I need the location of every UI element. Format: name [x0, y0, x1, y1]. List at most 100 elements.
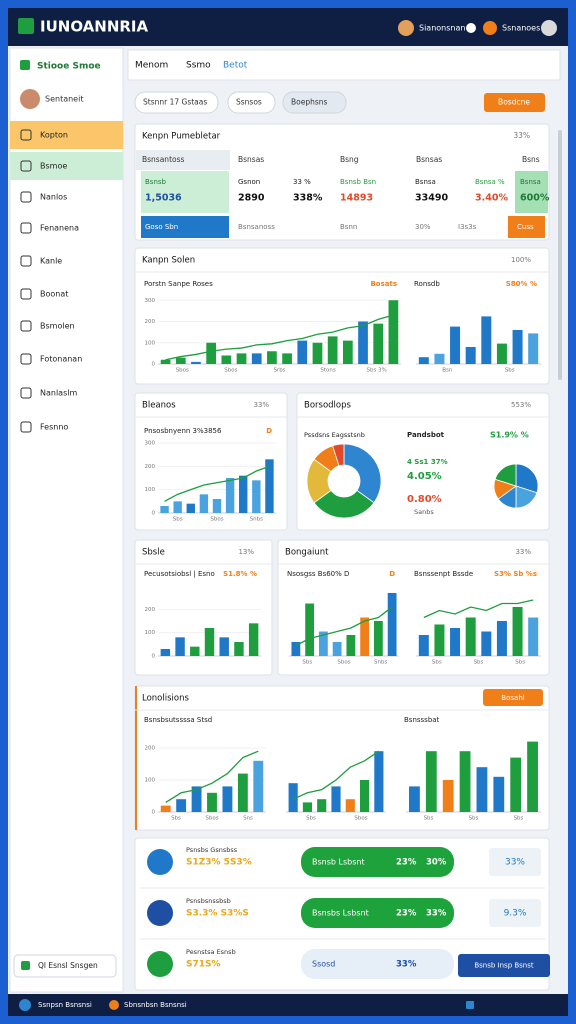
bar [425, 751, 437, 812]
tab[interactable]: Betot [223, 61, 248, 71]
bar [297, 340, 308, 364]
start-icon [19, 999, 31, 1011]
row-pill[interactable] [301, 847, 454, 877]
table-footer: Bsnsanoss [238, 223, 275, 231]
bar [225, 478, 235, 513]
taskbar-item: Sbnsnbsn Bsnsnsi [124, 1001, 187, 1009]
chart-title: Pecusotsiobsl | Esno [144, 570, 215, 578]
bar [190, 646, 200, 656]
tab[interactable]: Ssmo [186, 61, 211, 71]
table-footer: Goso Sbn [145, 223, 178, 231]
slice [494, 463, 517, 487]
account-icon [483, 21, 497, 35]
tray-icon [466, 1001, 474, 1009]
bar [442, 780, 454, 812]
x-tick-label: Sbs [171, 816, 181, 822]
action-button[interactable] [484, 93, 545, 112]
nav-item[interactable]: Fesnno [40, 423, 68, 432]
table-header: Bsns [522, 155, 540, 164]
nav-icon [20, 288, 32, 300]
row-right: 33% [505, 858, 525, 868]
row-title: Psnsbsnssbsb [186, 897, 231, 905]
chart-title: Pnsosbnyenn 3%3856 [144, 427, 222, 435]
stat: Sanbs [414, 508, 434, 516]
x-tick-label: Srbs [273, 368, 285, 374]
bar [388, 300, 399, 364]
stat: 0.80% [407, 494, 442, 505]
sidebar [9, 47, 124, 993]
pill-label: Ssosd [312, 960, 335, 969]
y-tick-label: 300 [145, 441, 156, 447]
cell-label: Gsnon [238, 178, 260, 186]
nav-item[interactable]: Kopton [40, 131, 68, 140]
bar [206, 342, 217, 364]
panel-title: Bongaiunt [285, 548, 329, 558]
nav-icon [20, 353, 32, 365]
cell-label: Bsnsb Bsn [340, 178, 376, 186]
y-tick-label: 300 [145, 298, 156, 304]
slice [332, 443, 345, 467]
bar [496, 343, 507, 364]
pill-value: 23% [396, 858, 417, 868]
bar [346, 635, 356, 656]
bar [160, 805, 171, 812]
stat: S1.9% % [490, 431, 529, 440]
bar [450, 326, 461, 364]
nav-item[interactable]: Nanlaslm [40, 389, 77, 398]
sidebar-footer[interactable] [13, 954, 117, 978]
bar [528, 333, 539, 364]
profile-avatar[interactable] [541, 20, 557, 36]
bar [236, 353, 247, 364]
bar [374, 751, 384, 812]
x-tick-label: Sbs [515, 660, 525, 666]
sidebar-footer-text: Ql Esnsl Snsgen [38, 961, 98, 970]
x-tick-label: Stons [320, 368, 335, 374]
row-pill[interactable] [301, 949, 454, 979]
bar [234, 642, 244, 656]
bar [248, 623, 259, 656]
nav-item[interactable]: Boonat [40, 290, 68, 299]
cell-label: 33 % [293, 178, 311, 186]
trend-line [165, 314, 394, 361]
pill-value: 23% [396, 909, 417, 919]
brand: Stiooe Smoe [37, 62, 101, 72]
bar [305, 603, 315, 656]
bar [175, 357, 186, 364]
tab[interactable]: Menom [135, 61, 168, 71]
cell-label: Bsnsa [415, 178, 436, 186]
filter-pill[interactable] [282, 91, 347, 114]
row-button[interactable] [458, 954, 550, 977]
nav-item[interactable]: Fotonanan [40, 355, 82, 364]
table-footer: 30% [415, 223, 431, 231]
row-pill[interactable] [301, 898, 454, 928]
account-name: Ssnanoes [502, 24, 540, 33]
sidebar-user: Sentaneit [45, 95, 83, 104]
stat: Pandsbot [407, 431, 445, 439]
nav-item[interactable]: Bsmoe [40, 162, 67, 171]
bar [160, 506, 169, 513]
nav-item[interactable]: Bsmolen [40, 322, 75, 331]
panel [134, 247, 550, 385]
row-icon [147, 849, 173, 875]
panel-badge: 100% [511, 256, 531, 264]
bar [418, 357, 429, 364]
bar [204, 628, 215, 656]
pill-value: 30% [426, 858, 447, 868]
bar [207, 792, 217, 812]
y-tick-label: 0 [152, 511, 156, 517]
panel-button[interactable] [483, 689, 543, 706]
footer-icon [21, 961, 30, 970]
table-header: Bsng [340, 155, 359, 164]
footer-cell [508, 216, 545, 238]
filter-pill[interactable] [134, 91, 219, 114]
bar [191, 361, 201, 364]
row-value: S1Z3% 5S3% [186, 858, 252, 868]
cell-value: 1,5036 [145, 193, 182, 204]
chart-note: Bosats [370, 280, 397, 288]
nav-item[interactable]: Kanle [40, 257, 62, 266]
row-value-box [489, 899, 541, 927]
filter-pill[interactable] [227, 91, 276, 114]
nav-item[interactable]: Fenanena [40, 224, 79, 233]
panel-accent [135, 686, 137, 830]
nav-item[interactable]: Nanlos [40, 193, 67, 202]
